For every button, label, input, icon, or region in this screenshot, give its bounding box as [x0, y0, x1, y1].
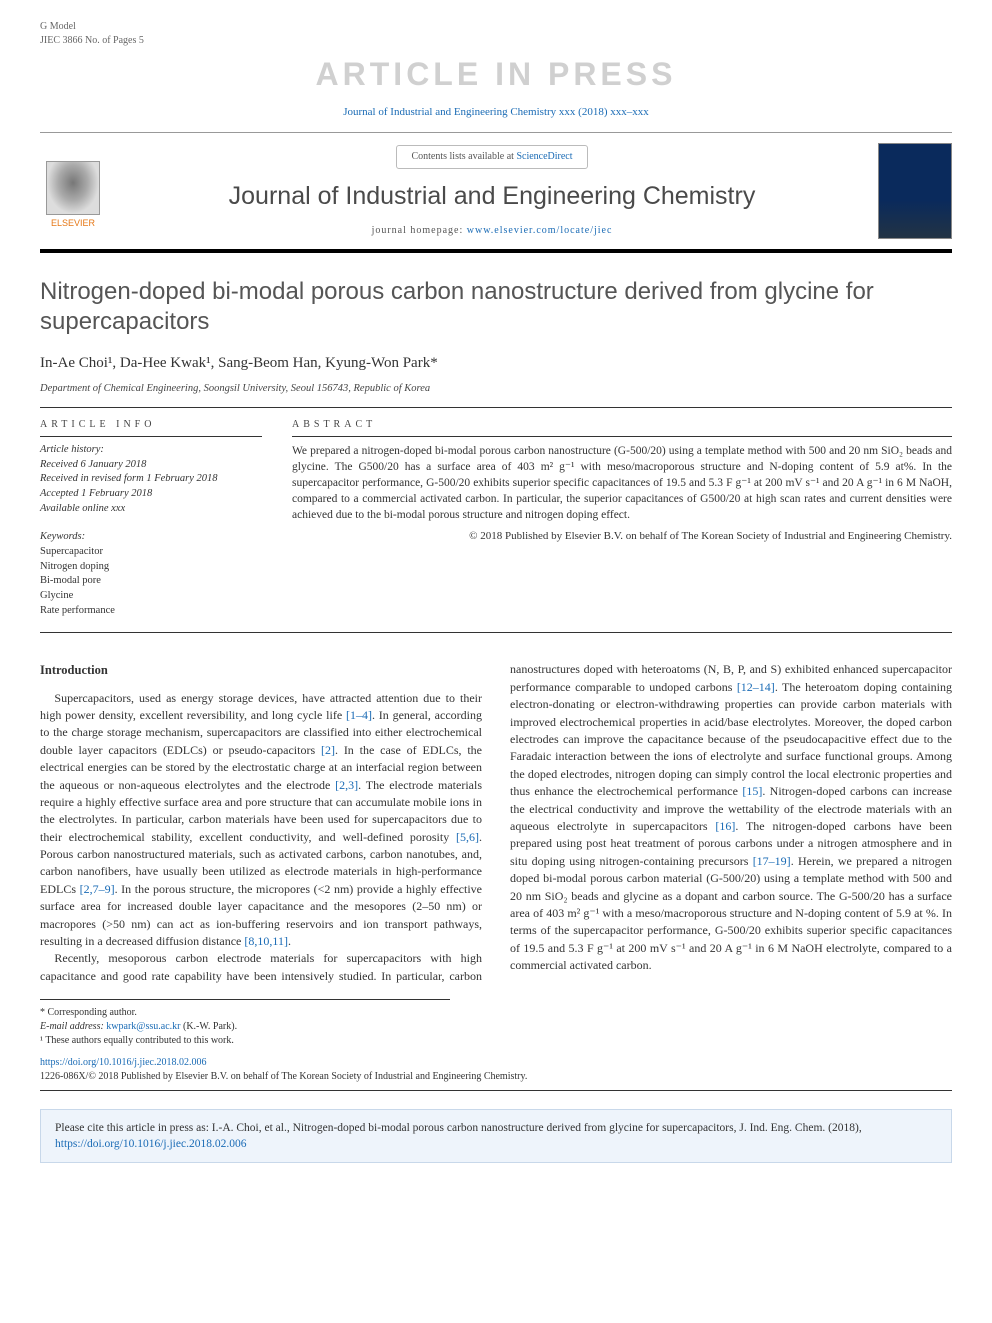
article-title: Nitrogen-doped bi-modal porous carbon na… — [40, 277, 952, 337]
body-columns: Introduction Supercapacitors, used as en… — [40, 661, 952, 985]
email-suffix: (K.-W. Park). — [181, 1021, 238, 1032]
ref-link[interactable]: [12–14] — [737, 680, 775, 694]
sciencedirect-link[interactable]: ScienceDirect — [516, 151, 572, 162]
email-line: E-mail address: kwpark@ssu.ac.kr (K.-W. … — [40, 1020, 450, 1034]
elsevier-label: ELSEVIER — [51, 217, 95, 230]
page: G Model JIEC 3866 No. of Pages 5 ARTICLE… — [0, 0, 992, 1183]
issn-line: 1226-086X/© 2018 Published by Elsevier B… — [40, 1070, 952, 1084]
email-label: E-mail address: — [40, 1021, 106, 1032]
received: Received 6 January 2018 — [40, 458, 262, 473]
banner-center: Contents lists available at ScienceDirec… — [120, 145, 864, 238]
keyword: Nitrogen doping — [40, 560, 262, 575]
history-block: Article history: Received 6 January 2018… — [40, 443, 262, 516]
journal-banner: ELSEVIER Contents lists available at Sci… — [40, 132, 952, 253]
homepage-prefix: journal homepage: — [372, 225, 467, 236]
ref-link[interactable]: [2,7–9] — [80, 882, 115, 896]
equal-contrib: ¹ These authors equally contributed to t… — [40, 1034, 450, 1048]
ref-link[interactable]: [2] — [321, 743, 335, 757]
info-abstract-row: ARTICLE INFO Article history: Received 6… — [40, 418, 952, 634]
online: Available online xxx — [40, 502, 262, 517]
accepted: Accepted 1 February 2018 — [40, 487, 262, 502]
contents-pill: Contents lists available at ScienceDirec… — [396, 145, 587, 169]
cover-thumbnail — [878, 143, 952, 239]
jiec-id: JIEC 3866 No. of Pages 5 — [40, 34, 144, 48]
ref-link[interactable]: [2,3] — [335, 778, 358, 792]
journal-reference: Journal of Industrial and Engineering Ch… — [40, 105, 952, 120]
abstract-text: We prepared a nitrogen-doped bi-modal po… — [292, 443, 952, 523]
gmodel: G Model — [40, 20, 144, 34]
copyright: © 2018 Published by Elsevier B.V. on beh… — [292, 529, 952, 544]
cite-doi-link[interactable]: https://doi.org/10.1016/j.jiec.2018.02.0… — [55, 1138, 246, 1150]
journal-title: Journal of Industrial and Engineering Ch… — [120, 179, 864, 214]
homepage-link[interactable]: www.elsevier.com/locate/jiec — [467, 225, 613, 236]
contents-prefix: Contents lists available at — [411, 151, 516, 162]
paragraph: Supercapacitors, used as energy storage … — [40, 690, 482, 951]
abstract-head: ABSTRACT — [292, 418, 952, 437]
author-list: In-Ae Choi¹, Da-Hee Kwak¹, Sang-Beom Han… — [40, 353, 952, 374]
text: . The heteroatom doping containing elect… — [510, 680, 952, 798]
footnotes: * Corresponding author. E-mail address: … — [40, 999, 450, 1048]
corresponding: * Corresponding author. — [40, 1006, 450, 1020]
elsevier-tree-icon — [46, 161, 100, 215]
article-info: ARTICLE INFO Article history: Received 6… — [40, 418, 262, 619]
revised: Received in revised form 1 February 2018 — [40, 472, 262, 487]
keyword: Bi-modal pore — [40, 574, 262, 589]
cite-box: Please cite this article in press as: I.… — [40, 1109, 952, 1163]
ref-link[interactable]: [15] — [742, 784, 762, 798]
doi-link[interactable]: https://doi.org/10.1016/j.jiec.2018.02.0… — [40, 1057, 206, 1068]
homepage-line: journal homepage: www.elsevier.com/locat… — [120, 224, 864, 238]
abstract: ABSTRACT We prepared a nitrogen-doped bi… — [292, 418, 952, 619]
ref-link[interactable]: [1–4] — [346, 708, 372, 722]
doi-block: https://doi.org/10.1016/j.jiec.2018.02.0… — [40, 1056, 952, 1091]
text: . — [288, 934, 291, 948]
history-label: Article history: — [40, 443, 262, 458]
watermark: ARTICLE IN PRESS — [40, 52, 952, 97]
keyword: Rate performance — [40, 604, 262, 619]
ref-link[interactable]: [16] — [715, 819, 735, 833]
keyword: Glycine — [40, 589, 262, 604]
info-head: ARTICLE INFO — [40, 418, 262, 437]
cite-text: Please cite this article in press as: I.… — [55, 1122, 862, 1134]
ref-link[interactable]: [17–19] — [753, 854, 791, 868]
text: . Herein, we prepared a nitrogen doped b… — [510, 854, 952, 972]
keyword: Supercapacitor — [40, 545, 262, 560]
keywords-label: Keywords: — [40, 530, 262, 545]
email-link[interactable]: kwpark@ssu.ac.kr — [106, 1021, 180, 1032]
running-head: G Model JIEC 3866 No. of Pages 5 — [40, 20, 952, 48]
ref-link[interactable]: [5,6] — [456, 830, 479, 844]
keywords-block: Keywords: Supercapacitor Nitrogen doping… — [40, 530, 262, 618]
elsevier-logo: ELSEVIER — [40, 153, 106, 229]
ref-link[interactable]: [8,10,11] — [244, 934, 288, 948]
gmodel-label: G Model JIEC 3866 No. of Pages 5 — [40, 20, 144, 48]
section-heading: Introduction — [40, 661, 482, 679]
affiliation: Department of Chemical Engineering, Soon… — [40, 382, 952, 408]
